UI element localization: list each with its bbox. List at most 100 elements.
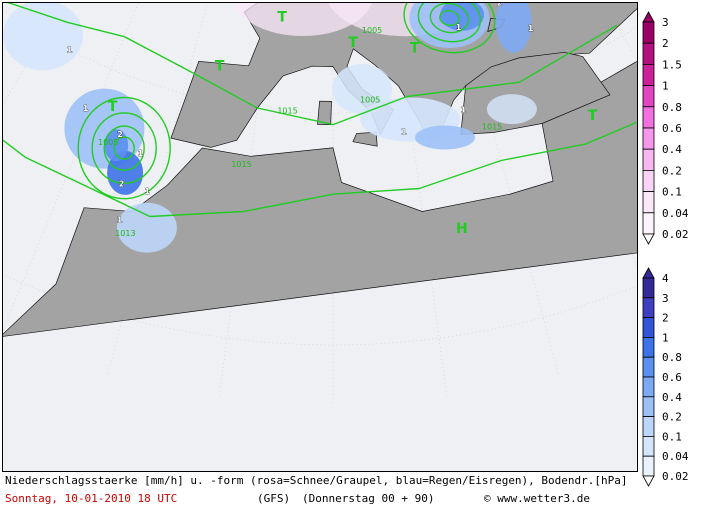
caption-model: (GFS) <box>257 492 291 505</box>
low-pressure-marker: T <box>410 41 420 57</box>
rain-legend-label: 0.1 <box>662 430 682 443</box>
rain-legend-swatch <box>642 416 655 437</box>
snow-legend-label: 0.02 <box>662 228 689 241</box>
rain-legend-swatch <box>642 435 655 457</box>
snow-legend-top-arrow <box>642 11 655 23</box>
low-pressure-marker: T <box>277 10 287 26</box>
isobar-ring <box>77 96 171 200</box>
low-pressure-marker: T <box>215 58 225 74</box>
rain-legend-swatch <box>642 297 655 318</box>
snow-legend-swatch <box>642 212 655 235</box>
precip-contour-label: 2 <box>119 179 125 188</box>
precip-contour-label: 1 <box>138 149 144 158</box>
low-pressure-marker: T <box>588 108 598 124</box>
snow-legend-label: 0.04 <box>662 207 689 220</box>
rain-legend-bar: 4 3 2 1 0.8 0.6 0.4 0.2 0.1 0.04 0.02 <box>642 267 689 487</box>
rain-area <box>332 64 393 114</box>
snow-legend-swatch <box>642 106 655 129</box>
rain-area <box>495 3 532 53</box>
snow-legend-label: 0.2 <box>662 164 682 177</box>
low-pressure-marker: T <box>348 35 358 51</box>
rain-legend-label: 4 <box>662 272 669 285</box>
isobar-ring <box>429 3 470 34</box>
rain-legend: 4 3 2 1 0.8 0.6 0.4 0.2 0.1 0.04 0.02 <box>640 267 702 487</box>
rain-legend-label: 0.02 <box>662 470 689 483</box>
rain-legend-label: 3 <box>662 292 669 305</box>
precip-contour-label: 1 <box>117 215 123 224</box>
isobar-line <box>7 3 618 126</box>
isobar-ring <box>417 3 482 43</box>
snow-legend-swatch <box>642 148 655 171</box>
snow-legend-swatch <box>642 42 655 65</box>
pressure-label: 1015 <box>277 107 297 116</box>
precip-contour-label: 1 <box>528 24 534 33</box>
pressure-label: 1015 <box>231 160 251 169</box>
rain-area <box>107 150 144 195</box>
precip-contour-label: 1 <box>144 187 150 196</box>
rain-legend-swatch <box>642 376 655 398</box>
snow-legend-swatch <box>642 85 655 108</box>
rain-legend-swatch <box>642 337 655 358</box>
rain-legend-label: 2 <box>662 312 669 325</box>
map-caption: Niederschlagsstaerke [mm/h] u. -form (ro… <box>2 473 636 511</box>
caption-date: Sonntag, 10-01-2010 18 UTC <box>5 492 178 505</box>
rain-legend-label: 0.2 <box>662 411 682 424</box>
precip-contour-label: 1 <box>401 128 407 137</box>
snow-legend-label: 1 <box>662 80 669 93</box>
isobar-ring <box>403 3 496 54</box>
pressure-label: 1013 <box>115 229 135 238</box>
map-label-layer: 9959759959851015102510151035102510151005… <box>67 3 598 238</box>
snow-legend-label: 0.6 <box>662 122 682 135</box>
rain-area <box>486 94 537 125</box>
snow-legend-swatch <box>642 127 655 150</box>
precip-contour-label: 2 <box>497 3 503 8</box>
snow-legend-swatch <box>642 191 655 214</box>
rain-legend-swatch <box>642 277 655 299</box>
map-canvas: 9959759959851015102510151035102510151005… <box>3 3 637 471</box>
precip-contour-label: 1 <box>83 104 89 113</box>
rain-precipitation-layer <box>3 3 537 253</box>
isobar-ring <box>113 136 135 160</box>
high-pressure-marker: H <box>456 221 468 237</box>
rain-legend-swatch <box>642 356 655 378</box>
rain-area <box>415 125 475 150</box>
weather-map: 9959759959851015102510151035102510151005… <box>2 2 638 472</box>
rain-legend-swatch <box>642 396 655 418</box>
snow-legend-label: 3 <box>662 16 669 29</box>
snow-legend-swatch <box>642 64 655 87</box>
pressure-label: 1005 <box>98 138 118 147</box>
pressure-label: 1005 <box>362 26 382 35</box>
pressure-label: 1005 <box>360 96 380 105</box>
italy-islands-sardinia <box>317 100 332 125</box>
rain-legend-swatch <box>642 455 655 477</box>
caption-valid-time: (Donnerstag 00 + 90) <box>302 492 435 505</box>
rain-area <box>116 202 177 253</box>
snow-legend-swatch <box>642 169 655 192</box>
snow-legend-label: 0.8 <box>662 101 682 114</box>
caption-description: Niederschlagsstaerke [mm/h] u. -form (ro… <box>5 474 628 487</box>
rain-area <box>440 3 485 31</box>
rain-legend-label: 1 <box>662 331 669 344</box>
snow-legend-label: 2 <box>662 37 669 50</box>
rain-legend-label: 0.4 <box>662 391 682 404</box>
rain-legend-label: 0.6 <box>662 371 682 384</box>
isobar-ring <box>103 125 145 171</box>
precip-contour-label: 1 <box>461 106 467 115</box>
snow-legend-swatch <box>642 21 655 44</box>
precip-contour-label: 1 <box>456 23 462 32</box>
precip-contour-label: 1 <box>67 45 73 54</box>
low-pressure-marker: T <box>108 99 118 115</box>
pressure-label: 1015 <box>482 122 502 131</box>
snow-legend-label: 0.4 <box>662 143 682 156</box>
precip-contour-label: 2 <box>117 130 123 139</box>
snow-legend-bottom-arrow <box>642 233 655 245</box>
rain-legend-bottom-arrow <box>642 475 655 487</box>
africa-landmass <box>3 60 637 337</box>
rain-legend-label: 0.04 <box>662 450 689 463</box>
rain-legend-label: 0.8 <box>662 351 682 364</box>
snow-legend-bar: 3 2 1.5 1 0.8 0.6 0.4 0.2 0.1 0.04 0.02 <box>642 11 689 245</box>
rain-legend-top-arrow <box>642 267 655 279</box>
snow-legend-label: 0.1 <box>662 186 682 199</box>
isobar-line <box>3 121 637 218</box>
rain-legend-swatch <box>642 317 655 338</box>
